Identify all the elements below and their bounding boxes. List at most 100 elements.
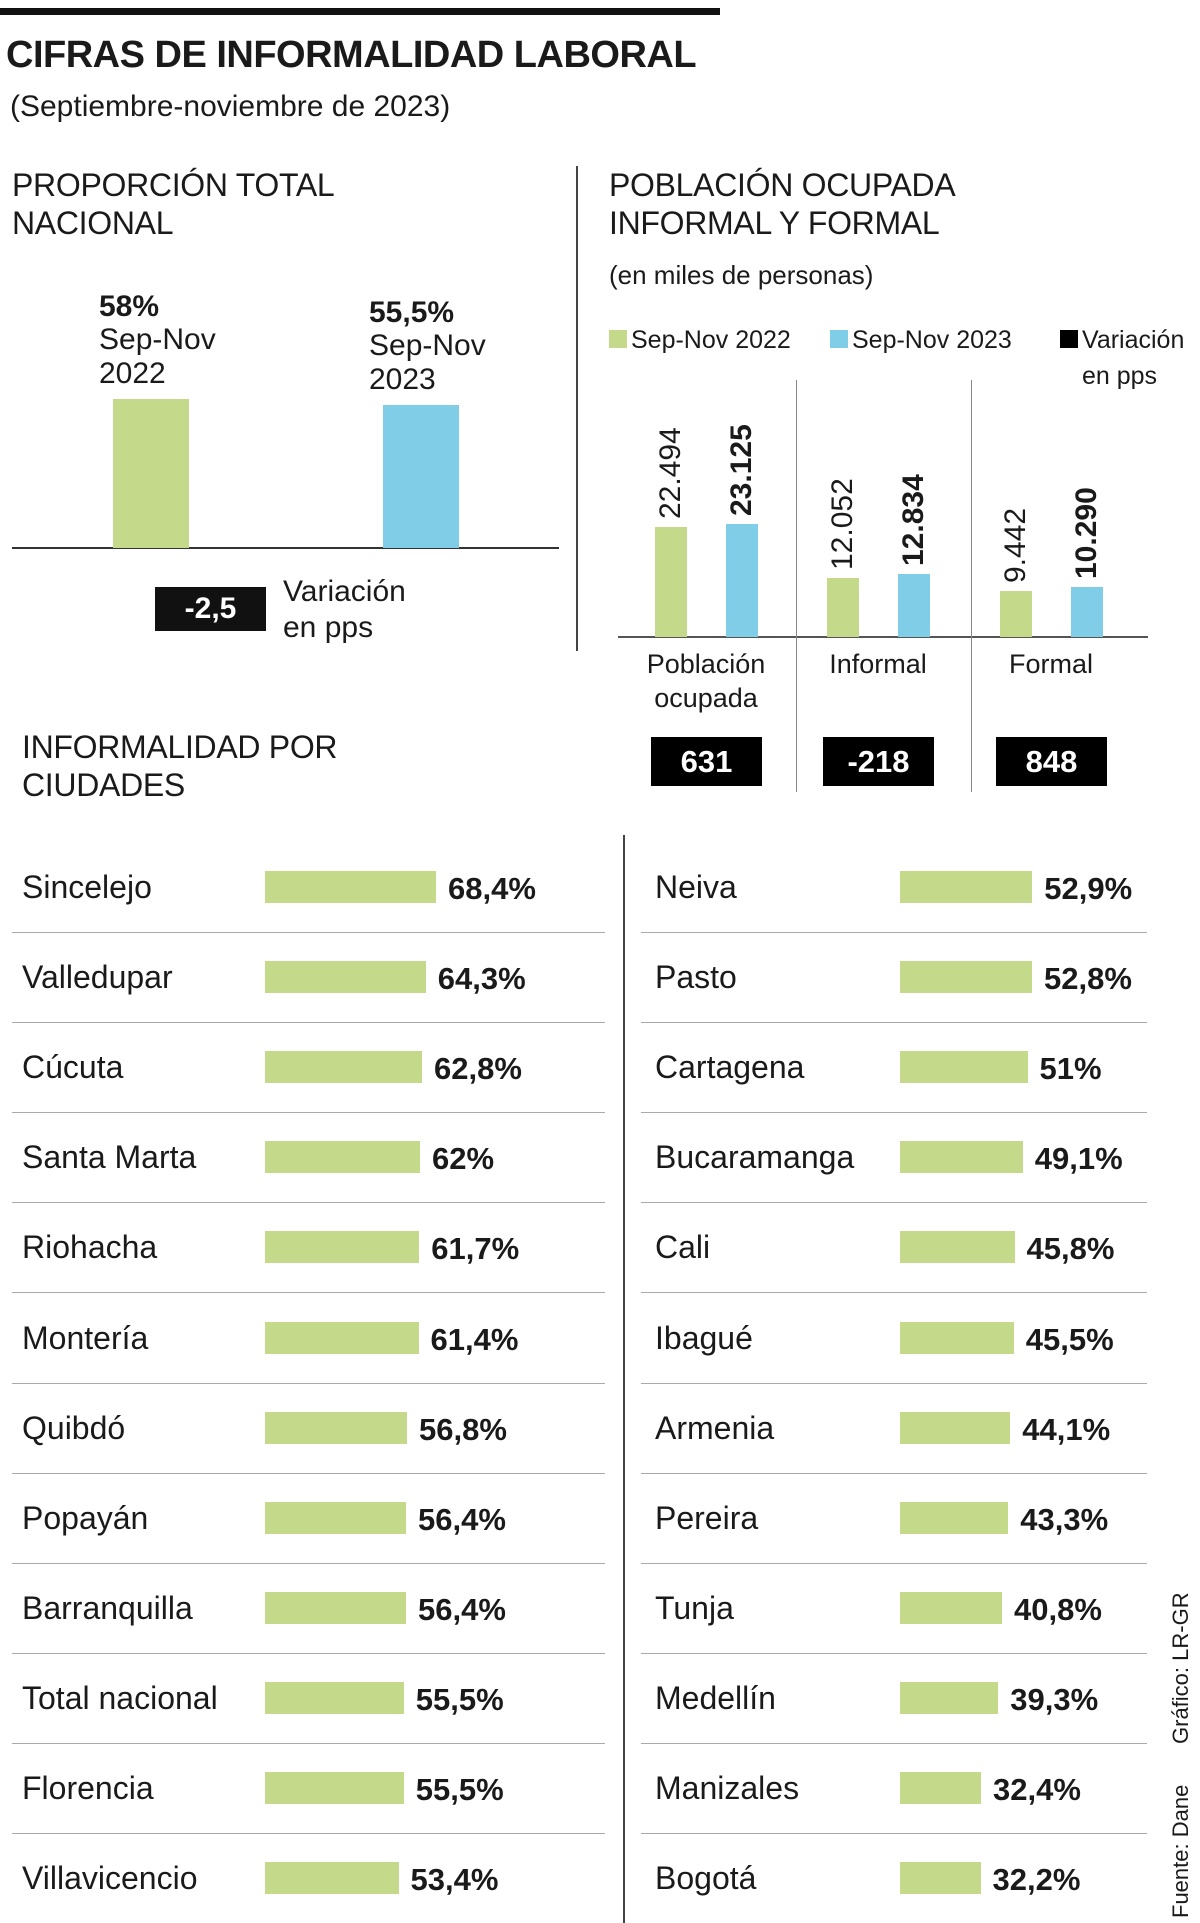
row-separator <box>12 1112 605 1114</box>
value-label: 56,8% <box>419 1411 507 1447</box>
page-subtitle: (Septiembre-noviembre de 2023) <box>10 90 451 123</box>
value-label: 56,4% <box>418 1591 506 1627</box>
source: Fuente: Dane <box>1168 1784 1193 1918</box>
credit: Gráfico: LR-GR <box>1168 1592 1193 1744</box>
value-label: 23.125 <box>725 423 758 516</box>
legend-swatch <box>830 330 848 348</box>
category-label: Cartagena <box>655 1049 805 1086</box>
category-label: Valledupar <box>22 959 173 996</box>
top-rule <box>0 8 720 15</box>
category-label: Armenia <box>655 1409 775 1446</box>
bar <box>265 1141 420 1174</box>
value-label: 55,5% <box>415 1681 504 1717</box>
divider <box>576 166 578 651</box>
bar-label: 55,5% Sep-Nov 2023 <box>369 297 519 397</box>
group-divider <box>971 380 972 792</box>
bar <box>265 1501 406 1534</box>
category-label: Manizales <box>655 1770 800 1806</box>
row-separator <box>641 1472 1147 1474</box>
bar <box>265 1862 399 1895</box>
bar <box>900 1321 1014 1354</box>
bar <box>265 1051 422 1084</box>
legend-label: Sep-Nov 2022 <box>631 326 791 354</box>
value-label: 45,5% <box>1025 1321 1114 1357</box>
bar <box>265 1591 406 1624</box>
value-label: 55,5% <box>369 296 455 330</box>
value-label: 68,4% <box>448 871 536 906</box>
category-label: Pasto <box>655 959 737 996</box>
bar <box>900 1051 1028 1084</box>
bar <box>265 961 426 994</box>
bar <box>900 1141 1023 1174</box>
variation-value: -218 <box>847 744 910 779</box>
category-label: Villavicencio <box>22 1860 198 1897</box>
row-separator <box>641 1833 1147 1835</box>
bar <box>383 405 459 548</box>
value-label: 52,9% <box>1044 871 1133 906</box>
category-label: Cúcuta <box>22 1049 124 1086</box>
value-label: 12.834 <box>897 474 930 567</box>
value-label: 61,7% <box>431 1231 520 1267</box>
bar <box>900 1231 1015 1264</box>
value-label: 43,3% <box>1020 1501 1109 1537</box>
baseline <box>12 547 559 549</box>
bar <box>265 1231 420 1264</box>
bar <box>1071 586 1103 637</box>
bar <box>265 1411 407 1444</box>
chart-subtitle: (en miles de personas) <box>609 260 874 290</box>
bar <box>113 398 189 548</box>
bar <box>265 871 436 903</box>
category-label: Florencia <box>22 1770 154 1806</box>
row-separator <box>12 1652 605 1654</box>
row-separator <box>641 1292 1147 1294</box>
category-label: Población ocupada <box>646 649 766 713</box>
category-label: Popayán <box>22 1499 149 1536</box>
value-label: 55,5% <box>415 1772 504 1807</box>
category-label: Informal <box>829 649 927 679</box>
category-label: Bucaramanga <box>655 1139 855 1176</box>
variation-box <box>155 587 266 631</box>
divider <box>623 835 625 1923</box>
variation-value: 631 <box>680 744 733 779</box>
bar <box>827 577 859 637</box>
category-label: Bogotá <box>655 1860 757 1897</box>
bar <box>900 1591 1002 1624</box>
value-label: 49,1% <box>1034 1141 1123 1177</box>
legend-swatch <box>1060 330 1078 348</box>
value-label: 53,4% <box>410 1862 499 1898</box>
bar <box>900 1501 1009 1534</box>
legend-swatch <box>609 330 627 348</box>
chart-title: PROPORCIÓN TOTAL NACIONAL <box>12 167 334 241</box>
variation-value: 848 <box>1025 744 1078 779</box>
row-separator <box>641 1202 1147 1204</box>
category-label: Total nacional <box>22 1679 218 1716</box>
row-separator <box>12 1833 605 1835</box>
row-separator <box>641 1022 1147 1024</box>
row-separator <box>641 1382 1147 1384</box>
baseline <box>618 636 1148 638</box>
category-label: Barranquilla <box>22 1589 193 1626</box>
category-label: Riohacha <box>22 1229 158 1266</box>
value-label: 64,3% <box>437 961 526 997</box>
value-label: 10.290 <box>1070 486 1103 579</box>
row-separator <box>641 1652 1147 1654</box>
page-title: CIFRAS DE INFORMALIDAD LABORAL <box>6 34 697 76</box>
category-label: Santa Marta <box>22 1139 197 1176</box>
value-label: 9.442 <box>999 507 1032 583</box>
value-label: 22.494 <box>654 427 687 519</box>
bar <box>265 1321 419 1354</box>
row-separator <box>12 1022 605 1024</box>
value-label: 32,2% <box>992 1862 1081 1898</box>
row-separator <box>12 1472 605 1474</box>
category-label: Cali <box>655 1229 711 1266</box>
value-label: 45,8% <box>1026 1231 1115 1267</box>
value-label: 61,4% <box>430 1321 519 1357</box>
row-separator <box>12 1292 605 1294</box>
category-label: Sep-Nov 2022 <box>99 322 216 390</box>
chart-title: INFORMALIDAD POR CIUDADES <box>22 729 338 803</box>
variation-box <box>996 737 1107 786</box>
bar <box>900 1411 1011 1444</box>
value-label: 51% <box>1039 1051 1102 1087</box>
variation-value: -2,5 <box>184 592 237 625</box>
category-label: Neiva <box>655 869 737 905</box>
